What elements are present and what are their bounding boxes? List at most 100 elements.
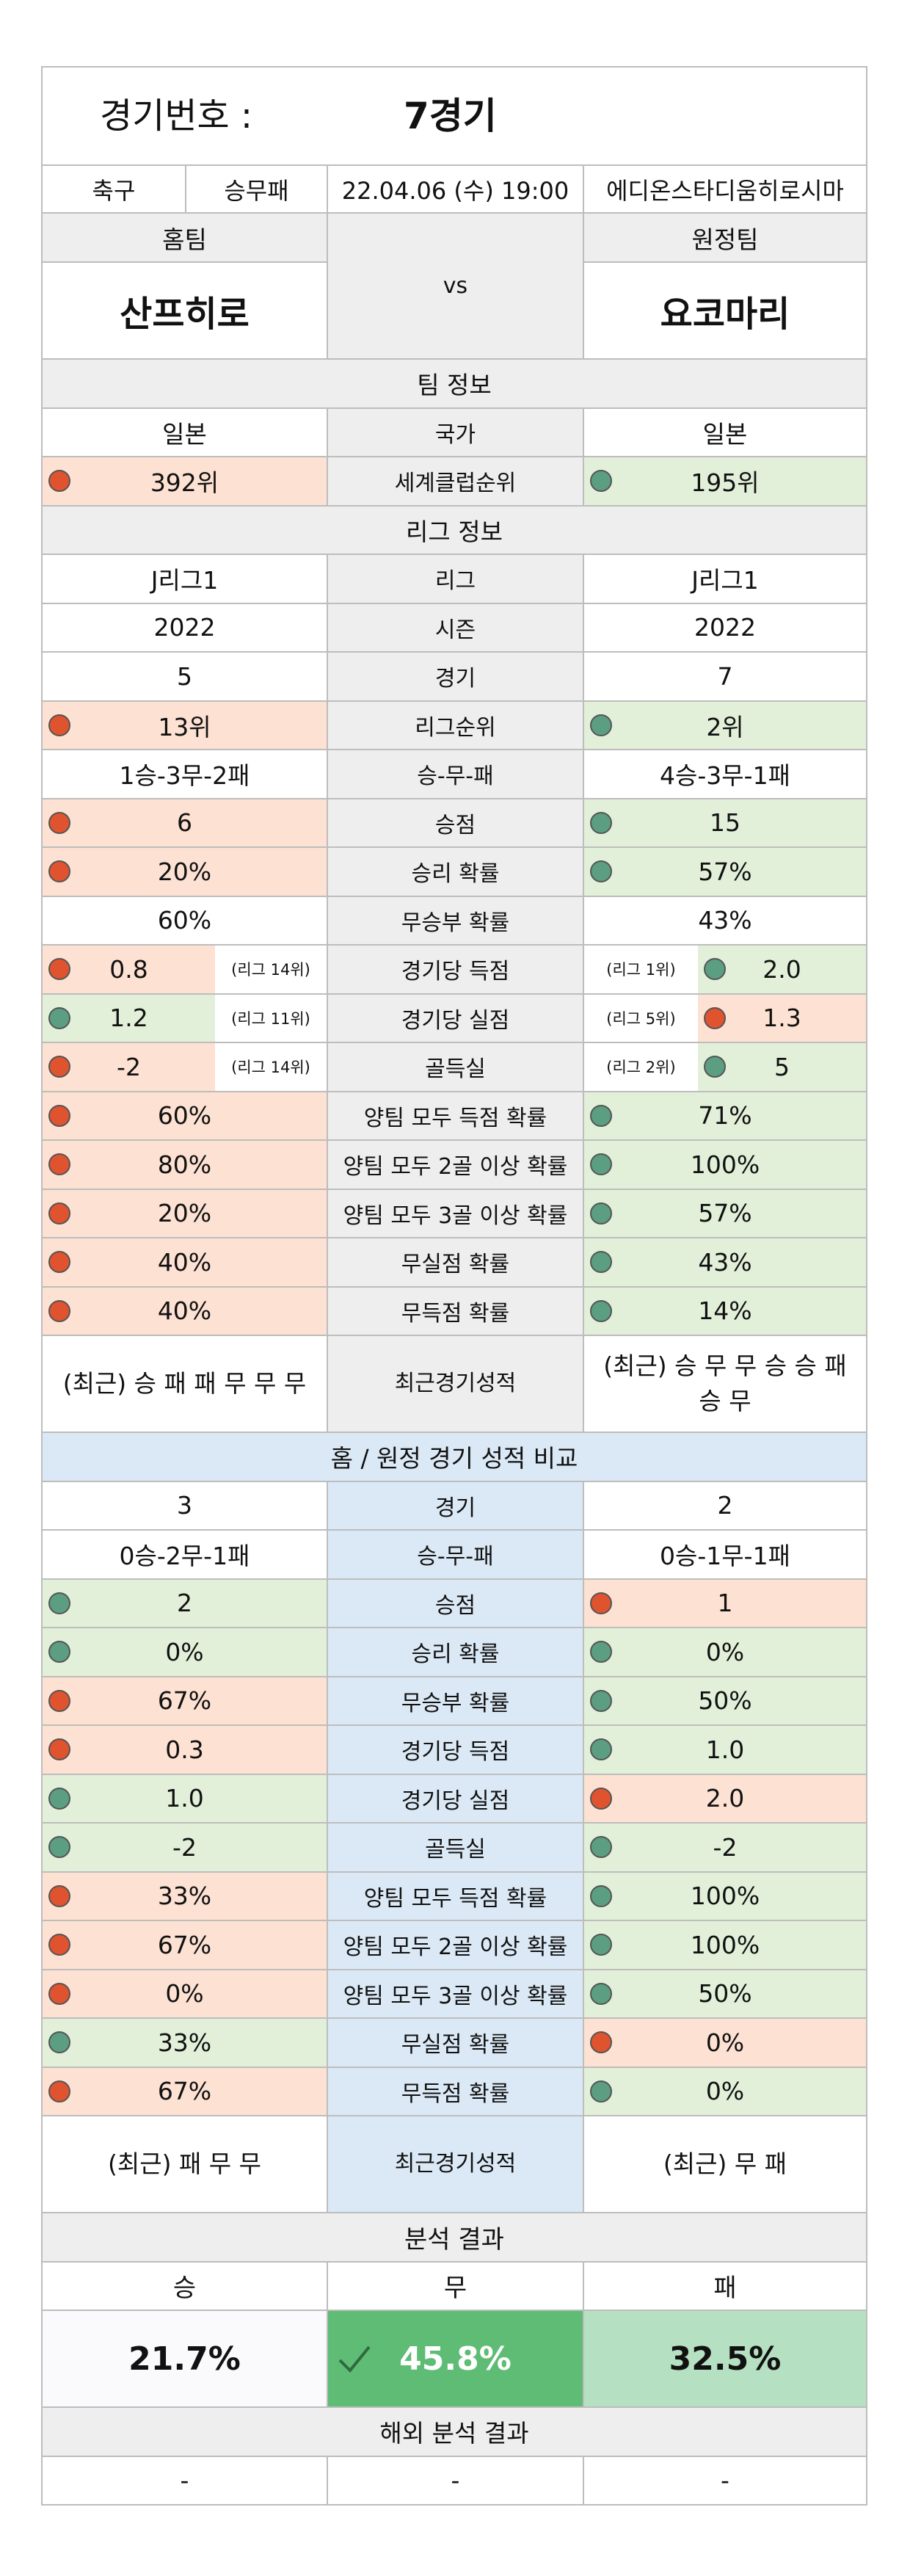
stat-label: 리그 xyxy=(328,555,584,604)
home-cell: 2 xyxy=(43,1579,328,1628)
away-value: 2.0 xyxy=(705,1784,745,1813)
home-cell: 6 xyxy=(43,799,328,848)
away-value: 5 xyxy=(698,1043,866,1091)
stat-label: 경기당 실점 xyxy=(328,1774,584,1824)
stat-label: 승점 xyxy=(328,799,584,848)
stat-label: 골득실 xyxy=(328,1043,584,1092)
split-box: 1.2 (리그 11위) xyxy=(43,994,327,1042)
stat-row: 일본 국가 일본 xyxy=(43,408,867,457)
home-cell: (최근) 패 무 무 xyxy=(43,2116,328,2213)
game-number: 7경기 xyxy=(404,95,497,137)
value-text: 1.2 xyxy=(109,1004,148,1033)
stat-label: 무실점 확률 xyxy=(328,1238,584,1288)
home-label: 홈팀 xyxy=(43,214,328,263)
section: 홈 / 원정 경기 성적 비교 3 경기 2 0승-2무-1패 승-무-패 0승-1무-1패… xyxy=(43,1433,867,2213)
away-value: 2.0 xyxy=(698,946,866,993)
status-dot xyxy=(48,860,70,883)
away-value: 2 xyxy=(717,1491,733,1520)
stat-row: 20% 양팀 모두 3골 이상 확률 57% xyxy=(43,1189,867,1238)
value-text: -2 xyxy=(117,1052,141,1081)
home-cell: 60% xyxy=(43,896,328,946)
analysis-title: 분석 결과 xyxy=(43,2213,867,2263)
home-cell: 20% xyxy=(43,1189,328,1238)
stat-row: 1.2 (리그 11위) 경기당 실점 (리그 5위) 1.3 xyxy=(43,994,867,1043)
home-value: 0% xyxy=(165,1979,204,2009)
status-dot xyxy=(590,1884,612,1907)
home-value: -2 xyxy=(172,1832,197,1862)
stat-row: 5 경기 7 xyxy=(43,653,867,702)
stat-row: 0.3 경기당 득점 1.0 xyxy=(43,1726,867,1775)
home-value: 67% xyxy=(157,2077,212,2106)
away-value: 일본 xyxy=(702,419,748,449)
result-label: 패 xyxy=(584,2262,867,2311)
home-cell: 2022 xyxy=(43,603,328,653)
home-value: 60% xyxy=(157,906,212,935)
away-cell: 57% xyxy=(584,1189,867,1238)
status-dot xyxy=(48,811,70,834)
stat-row: 2022 시즌 2022 xyxy=(43,603,867,653)
analysis-values: 21.7% 45.8% 32.5% xyxy=(43,2311,867,2408)
status-dot xyxy=(590,811,612,834)
status-dot xyxy=(590,714,612,736)
status-dot xyxy=(590,1251,612,1274)
away-value: 100% xyxy=(690,1882,760,1911)
analysis-header: 분석 결과 xyxy=(43,2213,867,2263)
section-header: 팀 정보 xyxy=(43,360,867,409)
home-value: 40% xyxy=(157,1247,212,1277)
home-cell: 0.8 (리그 14위) xyxy=(43,946,328,995)
away-cell: 4승-3무-1패 xyxy=(584,750,867,799)
stat-row: (최근) 승 패 패 무 무 무 최근경기성적 (최근) 승 무 무 승 승 패 승… xyxy=(43,1336,867,1433)
stat-row: 6 승점 15 xyxy=(43,799,867,848)
section: 리그 정보 J리그1 리그 J리그1 2022 시즌 2022 5 경기 7 13위 리그순위 2위 1승… xyxy=(43,506,867,1433)
home-value: 5 xyxy=(177,661,192,691)
home-cell: 33% xyxy=(43,2019,328,2068)
home-note: (리그 14위) xyxy=(215,1043,327,1091)
home-cell: 13위 xyxy=(43,701,328,750)
away-value: 0% xyxy=(705,2028,745,2057)
stat-label: 무승부 확률 xyxy=(328,1677,584,1726)
away-cell: 71% xyxy=(584,1092,867,1141)
home-cell: J리그1 xyxy=(43,555,328,604)
section-title: 리그 정보 xyxy=(43,506,867,555)
value-text: 1.3 xyxy=(762,1004,801,1033)
away-cell: 2 xyxy=(584,1481,867,1531)
home-cell: (최근) 승 패 패 무 무 무 xyxy=(43,1336,328,1433)
stat-row: 0.8 (리그 14위) 경기당 득점 (리그 1위) 2.0 xyxy=(43,946,867,995)
home-cell: 1.0 xyxy=(43,1774,328,1824)
away-value: 2위 xyxy=(706,712,744,741)
stat-label: 경기 xyxy=(328,1481,584,1531)
stat-label: 골득실 xyxy=(328,1824,584,1873)
status-dot xyxy=(48,1251,70,1274)
away-cell: 43% xyxy=(584,896,867,946)
home-value: 33% xyxy=(157,2028,212,2057)
info-cell: 승무패 xyxy=(186,166,328,214)
stat-row: 60% 양팀 모두 득점 확률 71% xyxy=(43,1092,867,1141)
away-cell: 50% xyxy=(584,1970,867,2019)
home-cell: 392위 xyxy=(43,457,328,507)
away-value: 50% xyxy=(698,1686,752,1716)
status-dot xyxy=(48,1592,70,1614)
away-note: (리그 2위) xyxy=(584,1043,698,1091)
home-value: 1.2 xyxy=(43,994,215,1042)
status-dot xyxy=(590,1153,612,1176)
home-cell: 0% xyxy=(43,1970,328,2019)
away-cell: (리그 5위) 1.3 xyxy=(584,994,867,1043)
away-cell: (최근) 승 무 무 승 승 패 승 무 xyxy=(584,1336,867,1433)
status-dot xyxy=(590,1299,612,1322)
away-cell: (리그 1위) 2.0 xyxy=(584,946,867,995)
home-value: 20% xyxy=(157,857,212,886)
stat-row: (최근) 패 무 무 최근경기성적 (최근) 무 패 xyxy=(43,2116,867,2213)
stat-label: 최근경기성적 xyxy=(328,1336,584,1433)
away-cell: 2.0 xyxy=(584,1774,867,1824)
home-value: 80% xyxy=(157,1150,212,1179)
home-value: 0% xyxy=(165,1637,204,1666)
stat-label: 양팀 모두 3골 이상 확률 xyxy=(328,1970,584,2019)
result-text: 21.7% xyxy=(128,2340,241,2378)
home-value: 67% xyxy=(157,1686,212,1716)
home-cell: 67% xyxy=(43,1921,328,1970)
home-cell: 33% xyxy=(43,1872,328,1921)
home-note: (리그 11위) xyxy=(215,994,327,1042)
status-dot xyxy=(704,1006,726,1029)
home-note: (리그 14위) xyxy=(215,946,327,993)
